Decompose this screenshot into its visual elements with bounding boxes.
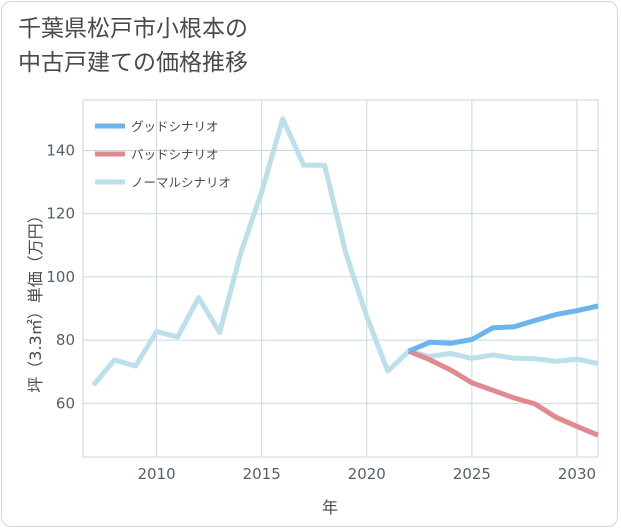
x-tick-label: 2015 xyxy=(243,465,281,483)
series-line-3 xyxy=(91,116,599,387)
x-tick-label: 2020 xyxy=(348,465,386,483)
y-axis-label: 坪（3.3㎡）単価（万円） xyxy=(26,207,45,392)
series-line-2 xyxy=(407,348,599,438)
y-tick-label: 100 xyxy=(46,268,75,286)
tick-labels: 2010 2015 2020 2025 2030 60 80 100 120 140 xyxy=(46,142,596,483)
legend-label: ノーマルシナリオ xyxy=(131,175,231,190)
x-axis-label: 年 xyxy=(322,498,338,517)
chart-title-line-2: 中古戸建ての価格推移 xyxy=(18,50,248,76)
x-tick-label: 2010 xyxy=(137,465,175,483)
grid-lines xyxy=(82,99,599,458)
chart-title-line-1: 千葉県松戸市小根本の xyxy=(18,16,248,42)
x-tick-label: 2025 xyxy=(453,465,491,483)
series-lines xyxy=(91,116,599,438)
y-tick-label: 80 xyxy=(56,331,75,349)
y-tick-label: 120 xyxy=(46,205,75,223)
chart-title: 千葉県松戸市小根本の 中古戸建ての価格推移 xyxy=(18,12,248,80)
y-tick-label: 140 xyxy=(46,142,75,160)
y-tick-label: 60 xyxy=(56,394,75,412)
plot-frame xyxy=(82,99,599,458)
series-line-1 xyxy=(407,303,599,354)
legend-label: グッドシナリオ xyxy=(131,119,219,134)
x-tick-label: 2030 xyxy=(558,465,596,483)
legend-label: バッドシナリオ xyxy=(131,147,219,162)
